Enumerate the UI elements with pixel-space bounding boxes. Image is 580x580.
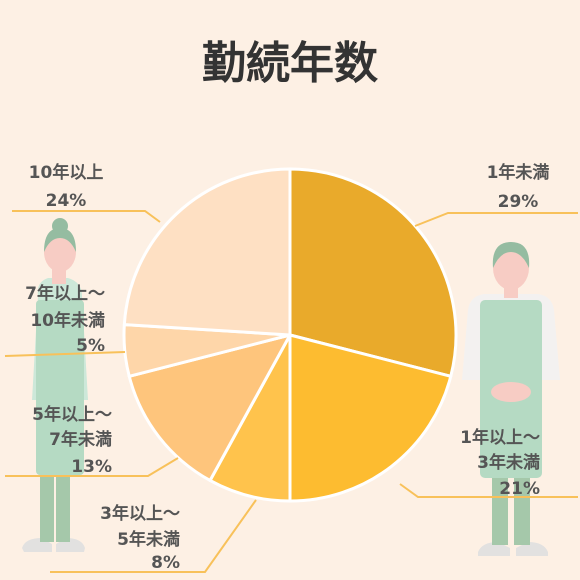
slice-label-2: 3年未満	[477, 452, 540, 473]
leader-line-4	[5, 457, 179, 477]
slice-label-1: 1年未満	[487, 162, 550, 183]
slice-label-4: 5年以上〜	[32, 404, 112, 425]
pie-slice-2	[288, 333, 453, 503]
pie-slice-1	[288, 167, 458, 378]
slice-label-3: 5年未満	[117, 529, 180, 550]
chart-title: 勤続年数	[202, 38, 378, 89]
leader-line-2	[399, 483, 578, 498]
slice-label-3: 3年以上〜	[100, 503, 180, 524]
leader-line-3	[50, 499, 257, 573]
slice-value-label-3: 8%	[151, 553, 180, 573]
leader-line-1	[414, 212, 578, 227]
worker-figure-left	[22, 218, 88, 552]
pie-slice-6	[122, 167, 292, 337]
slice-value-label-5: 5%	[76, 336, 105, 356]
slice-label-5: 10年未満	[30, 310, 105, 331]
pie-slice-4	[127, 333, 292, 482]
slice-label-2: 1年以上〜	[460, 427, 540, 448]
slice-value-label-6: 24%	[46, 191, 87, 211]
slice-value-label-1: 29%	[498, 192, 539, 212]
leader-line-5	[4, 351, 126, 357]
leader-line-6	[12, 210, 161, 223]
slice-label-4: 7年未満	[49, 429, 112, 450]
slice-value-label-2: 21%	[499, 479, 540, 499]
slice-label-6: 10年以上	[29, 162, 104, 183]
worker-figure-right	[462, 242, 560, 556]
slice-label-5: 7年以上〜	[25, 283, 105, 304]
slice-value-label-4: 13%	[71, 457, 112, 477]
